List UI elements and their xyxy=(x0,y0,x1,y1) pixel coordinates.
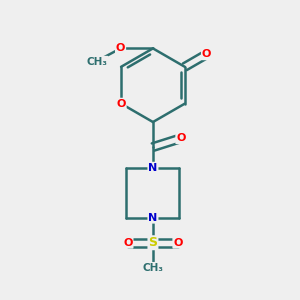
Text: O: O xyxy=(173,238,183,248)
Text: CH₃: CH₃ xyxy=(142,263,164,273)
Text: N: N xyxy=(148,213,158,223)
Text: O: O xyxy=(123,238,133,248)
Text: O: O xyxy=(176,133,186,143)
Text: CH₃: CH₃ xyxy=(86,57,107,67)
Text: S: S xyxy=(148,236,158,249)
Text: O: O xyxy=(116,99,126,109)
Text: N: N xyxy=(148,163,158,173)
Text: O: O xyxy=(202,49,211,59)
Text: O: O xyxy=(116,44,125,53)
